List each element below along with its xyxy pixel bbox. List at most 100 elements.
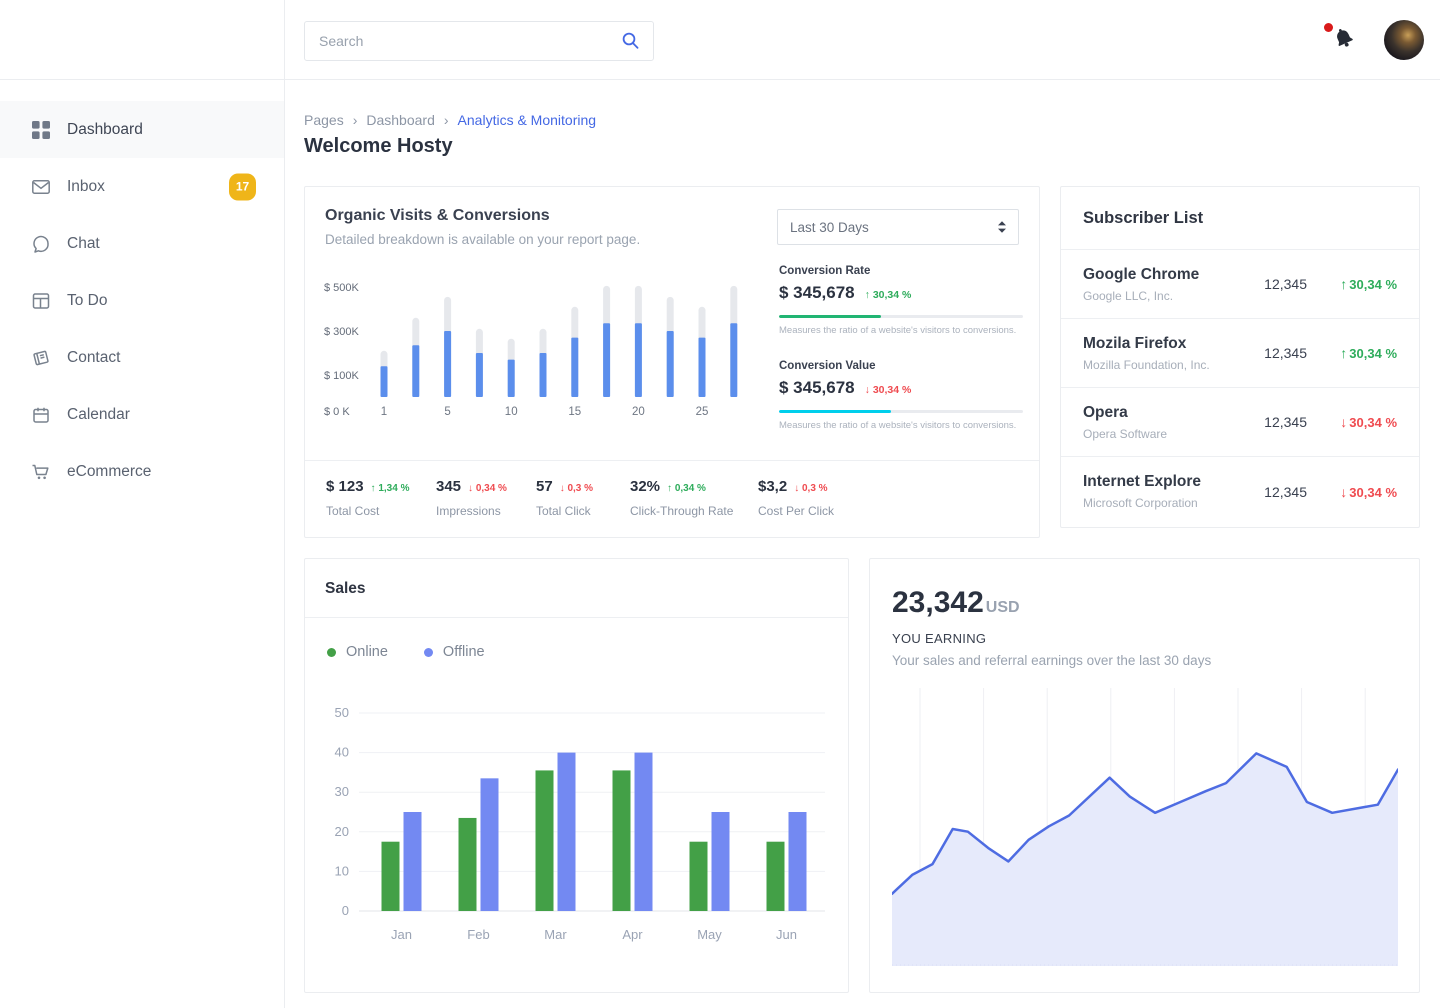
sidebar-item-contact[interactable]: Contact [0,329,284,386]
sidebar-item-label: Chat [67,234,100,252]
trend-arrow-icon: ↑ [1340,276,1348,292]
breadcrumb-pages[interactable]: Pages [304,112,344,128]
svg-text:20: 20 [632,406,645,418]
subscriber-delta: ↑ 30,34 % [1340,276,1397,292]
page-title: Welcome Hosty [304,135,453,157]
subscriber-row-opera[interactable]: Opera Opera Software 12,345 ↓ 30,34 % [1061,388,1419,457]
sidebar-item-inbox[interactable]: Inbox 17 [0,158,284,215]
svg-text:$ 0 K: $ 0 K [324,406,350,418]
calendar-icon [30,404,52,426]
conversion-metrics: Conversion Rate $ 345,678 ↑ 30,34 % Meas… [779,265,1023,431]
sales-legend: Online Offline [305,618,848,660]
conversion-value-delta: ↓ 30,34 % [864,384,912,396]
subscriber-row-internet-explore[interactable]: Internet Explore Microsoft Corporation 12… [1083,473,1397,510]
organic-card-title: Organic Visits & Conversions [325,207,550,224]
subscriber-row-mozila-firefox[interactable]: Mozila Firefox Mozilla Foundation, Inc. 1… [1061,319,1419,388]
sidebar-item-label: Dashboard [67,120,143,138]
svg-text:25: 25 [696,406,709,418]
sidebar-item-dashboard[interactable]: Dashboard [0,101,284,158]
breadcrumb-dashboard[interactable]: Dashboard [366,112,435,128]
breadcrumb: Pages › Dashboard › Analytics & Monitori… [304,112,596,128]
conversion-value-metric: Conversion Value $ 345,678 ↓ 30,34 % Mea… [779,360,1023,431]
earning-card: 23,342 USD YOU EARNING Your sales and ref… [869,558,1420,993]
trend-arrow-icon: ↓ [468,483,474,494]
earning-area-chart [892,688,1398,966]
sidebar: Dashboard Inbox 17 Chat [0,0,285,1008]
svg-text:Jun: Jun [776,927,797,942]
breadcrumb-separator: › [352,112,358,128]
search-input[interactable] [305,33,619,49]
trend-arrow-icon: ↑ [667,483,673,494]
earning-caption: Your sales and referral earnings over th… [892,653,1212,668]
breadcrumb-separator: › [443,112,449,128]
stat-impressions: 345 ↓ 0,34 % Impressions [436,478,507,518]
sidebar-item-ecommerce[interactable]: eCommerce [0,443,284,500]
user-avatar[interactable] [1384,20,1424,60]
svg-text:20: 20 [335,824,349,839]
svg-text:Feb: Feb [467,927,489,942]
svg-text:Mar: Mar [544,927,567,942]
sidebar-item-label: To Do [67,291,108,309]
bell-icon [1337,29,1353,47]
sidebar-item-calendar[interactable]: Calendar [0,386,284,443]
earning-currency: USD [985,599,1020,616]
subscriber-delta: ↑ 30,34 % [1340,345,1397,361]
conversion-value-value: $ 345,678 [779,378,855,397]
trend-arrow-icon: ↓ [794,483,800,494]
period-select-value: Last 30 Days [790,219,869,235]
svg-text:50: 50 [335,705,349,720]
earning-label: YOU EARNING [892,631,987,646]
trend-arrow-icon: ↓ [1340,414,1348,430]
sidebar-item-label: eCommerce [67,462,152,480]
stat-total-click: 57 ↓ 0,3 % Total Click [536,478,594,518]
legend-item-offline: Offline [423,644,485,660]
offline-legend-dot [423,647,433,657]
sales-card-title: Sales [305,559,848,618]
svg-text:1: 1 [381,406,387,418]
earning-amount: 23,342 [892,586,984,619]
online-legend-dot [327,647,336,657]
svg-text:10: 10 [505,406,518,418]
subscriber-count: 12,345 [1264,345,1307,361]
svg-text:May: May [697,927,722,942]
conversion-value-progress [779,410,1023,413]
search-box [304,21,654,61]
organic-visits-bar-chart: $ 500K$ 300K$ 100K$ 0 K 1 5 10 15 20 25 [324,282,738,418]
svg-text:15: 15 [568,406,581,418]
topbar [285,0,1440,80]
sidebar-item-label: Contact [67,348,121,366]
kpi-stats-row: $ 123 ↑ 1,34 % Total Cost 345 ↓ 0,34 % Imp… [305,460,1039,537]
svg-text:$ 500K: $ 500K [324,282,360,294]
notification-bell[interactable] [1324,23,1356,51]
sidebar-item-label: Inbox [67,177,105,195]
sidebar-item-chat[interactable]: Chat [0,215,284,272]
book-icon [30,347,52,369]
organic-visits-card: Organic Visits & Conversions Detailed br… [304,186,1040,538]
sidebar-item-label: Calendar [67,405,130,423]
trend-arrow-icon: ↑ [1340,345,1348,361]
notification-dot [1324,23,1333,32]
organic-card-subtitle: Detailed breakdown is available on your … [325,232,641,247]
svg-text:$ 300K: $ 300K [324,326,360,338]
breadcrumb-analytics[interactable]: Analytics & Monitoring [457,112,597,128]
svg-text:0: 0 [342,903,349,918]
subscriber-row-google-chrome[interactable]: Google Chrome Google LLC, Inc. 12,345 ↑ 30… [1061,250,1419,319]
subscriber-list-title: Subscriber List [1061,187,1419,250]
trend-arrow-icon: ↓ [1340,483,1348,500]
search-icon[interactable] [619,30,641,52]
legend-item-online: Online [327,644,388,660]
subscriber-delta: ↓ 30,34 % [1340,414,1397,430]
svg-text:Apr: Apr [622,927,643,942]
sales-bar-chart: 0 10 20 30 40 50 Jan Feb Mar Apr May Jun [335,705,825,942]
sidebar-nav: Dashboard Inbox 17 Chat [0,80,284,500]
sort-arrows-icon [998,221,1006,233]
trend-arrow-icon: ↑ [864,289,870,301]
inbox-unread-badge: 17 [229,173,256,200]
svg-text:$ 100K: $ 100K [324,370,360,382]
subscriber-count: 12,345 [1264,276,1307,292]
sidebar-item-todo[interactable]: To Do [0,272,284,329]
period-select[interactable]: Last 30 Days [777,209,1019,245]
trend-arrow-icon: ↓ [864,384,870,396]
conversion-rate-progress [779,315,1023,318]
